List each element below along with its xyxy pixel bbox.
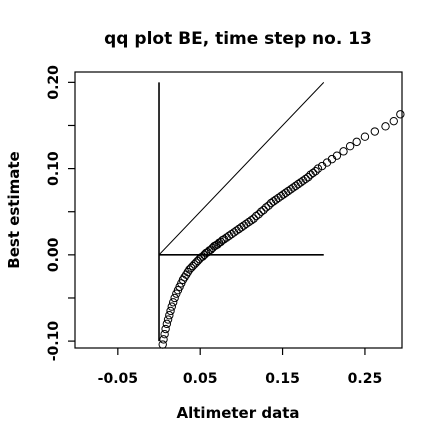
data-point	[308, 168, 318, 178]
data-points	[158, 110, 405, 349]
data-point	[339, 147, 348, 156]
data-point	[396, 110, 405, 119]
chart-title: qq plot BE, time step no. 13	[104, 29, 372, 49]
y-tick-label: 0.20	[46, 65, 62, 100]
data-point	[163, 315, 173, 324]
data-point	[161, 324, 170, 334]
y-tick-label: -0.10	[46, 321, 62, 362]
data-point	[252, 211, 261, 221]
data-point	[264, 201, 273, 210]
y-axis: -0.10 0.00 0.10 0.20	[46, 65, 75, 361]
x-tick-label: -0.05	[98, 371, 138, 387]
data-point	[159, 335, 168, 344]
y-tick-label: 0.00	[46, 237, 62, 272]
data-point	[303, 173, 313, 182]
data-point	[332, 151, 342, 160]
data-point	[301, 174, 310, 184]
data-point	[259, 205, 268, 215]
x-axis-label: Altimeter data	[177, 404, 300, 422]
reference-line-identity	[158, 82, 325, 256]
data-point	[352, 137, 361, 147]
data-point	[170, 293, 179, 303]
data-point	[218, 235, 227, 245]
data-point	[313, 164, 323, 173]
x-axis: -0.05 0.05 0.15 0.25	[98, 348, 383, 387]
data-point	[162, 319, 172, 329]
x-tick-label: 0.05	[183, 371, 218, 387]
data-point	[360, 132, 370, 141]
data-point	[345, 141, 355, 151]
data-point	[165, 311, 174, 320]
x-tick-label: 0.15	[265, 371, 300, 387]
data-point	[168, 298, 178, 307]
data-point	[311, 166, 320, 176]
data-point	[370, 127, 380, 136]
reference-lines	[158, 82, 325, 342]
data-point	[256, 207, 266, 216]
data-point	[160, 330, 169, 339]
data-point	[167, 302, 176, 311]
data-point	[389, 116, 398, 126]
data-point	[254, 210, 263, 219]
data-point	[261, 203, 271, 212]
data-point	[247, 216, 256, 225]
data-point	[158, 340, 167, 349]
plot-frame	[74, 71, 403, 349]
data-point	[249, 214, 258, 223]
data-point	[166, 306, 175, 316]
data-point	[381, 122, 390, 131]
y-tick-label: 0.10	[46, 151, 62, 186]
y-axis-label: Best estimate	[5, 151, 23, 268]
x-tick-label: 0.25	[348, 371, 383, 387]
